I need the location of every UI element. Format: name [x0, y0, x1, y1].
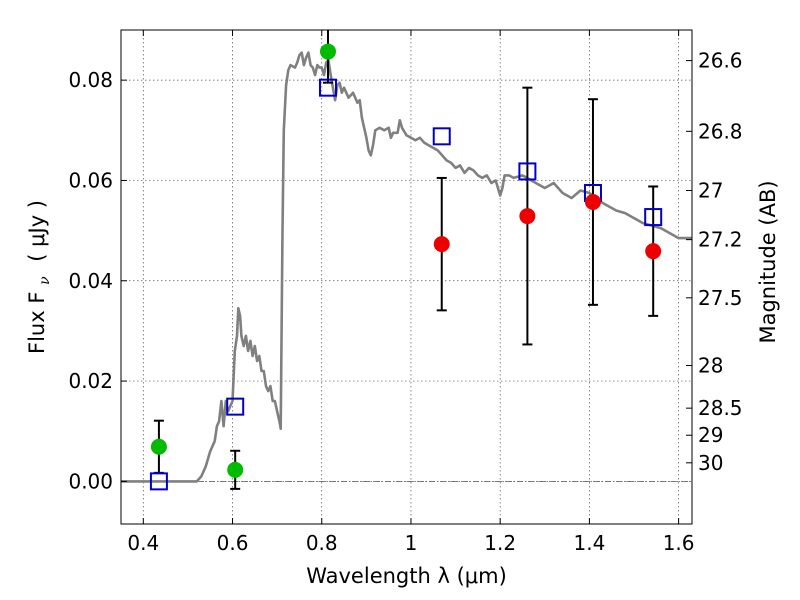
- x-tick-label: 0.8: [306, 531, 338, 555]
- observed-flux-point: [433, 236, 450, 253]
- x-tick-label: 0.6: [217, 531, 249, 555]
- y-axis-label-subscript: ν: [37, 276, 53, 285]
- x-axis-label: Wavelength λ (μm): [306, 564, 507, 588]
- observed-flux-point: [584, 194, 601, 211]
- x-tick-label: 1.6: [663, 531, 695, 555]
- observed-flux-point: [645, 243, 662, 260]
- model-flux-square: [432, 127, 451, 146]
- x-tick-label: 1.4: [573, 531, 605, 555]
- right-tick-label: 27.2: [698, 228, 743, 252]
- observed-flux-point: [319, 43, 336, 60]
- model-flux-square: [149, 472, 168, 491]
- right-tick-label: 27.5: [698, 286, 743, 310]
- axis-ticks: 0.4 0.6 0.8 1 1.2 1.4 1.6 0.00 0.02 0.04 0.06 0.08 2…: [68, 30, 743, 555]
- x-tick-label: 1.2: [484, 531, 516, 555]
- observed-flux-point: [519, 208, 536, 225]
- y-axis-label-left: Flux F ν ( μJy ): [25, 200, 54, 354]
- observed-flux-point: [227, 461, 244, 478]
- right-tick-label: 30: [698, 451, 723, 475]
- right-tick-label: 28.5: [698, 396, 743, 420]
- model-sed-line: [121, 51, 692, 483]
- grid-lines: [121, 30, 692, 524]
- right-tick-label: 26.6: [698, 49, 743, 73]
- model-flux-square: [226, 397, 245, 416]
- plot-frame: [120, 29, 693, 525]
- right-tick-label: 28: [698, 354, 723, 378]
- model-flux-square: [318, 78, 337, 97]
- y-axis-label-right: Magnitude (AB): [756, 180, 780, 343]
- model-flux-square: [518, 162, 537, 181]
- data-markers: [149, 30, 663, 491]
- right-tick-label: 26.8: [698, 119, 743, 143]
- model-flux-square: [644, 208, 663, 227]
- y-tick-label: 0.04: [68, 269, 113, 293]
- x-tick-label: 0.4: [127, 531, 159, 555]
- y-tick-label: 0.02: [68, 369, 113, 393]
- y-axis-label-unit: ( μJy ): [25, 200, 49, 262]
- y-tick-label: 0.08: [68, 68, 113, 92]
- right-tick-label: 27: [698, 178, 723, 202]
- observed-flux-point: [150, 438, 167, 455]
- x-tick-label: 1: [405, 531, 418, 555]
- right-tick-label: 29: [698, 423, 723, 447]
- y-axis-label-text: Flux F: [25, 292, 49, 354]
- y-tick-label: 0.00: [68, 469, 113, 493]
- y-tick-label: 0.06: [68, 168, 113, 192]
